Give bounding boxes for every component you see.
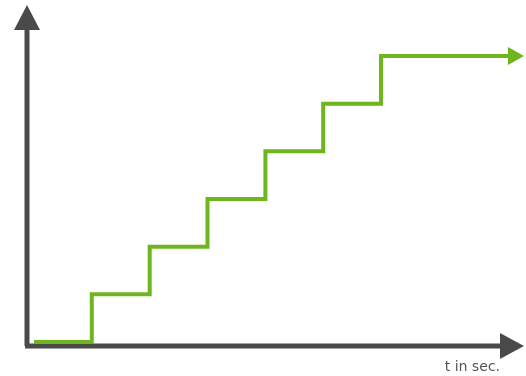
y-axis-arrowhead — [14, 5, 40, 30]
x-axis-label: t in sec. — [445, 359, 500, 375]
axes — [14, 5, 524, 359]
x-axis-arrowhead — [500, 333, 524, 359]
series-0-arrowhead — [508, 47, 524, 65]
series-0-step-line — [34, 54, 508, 344]
